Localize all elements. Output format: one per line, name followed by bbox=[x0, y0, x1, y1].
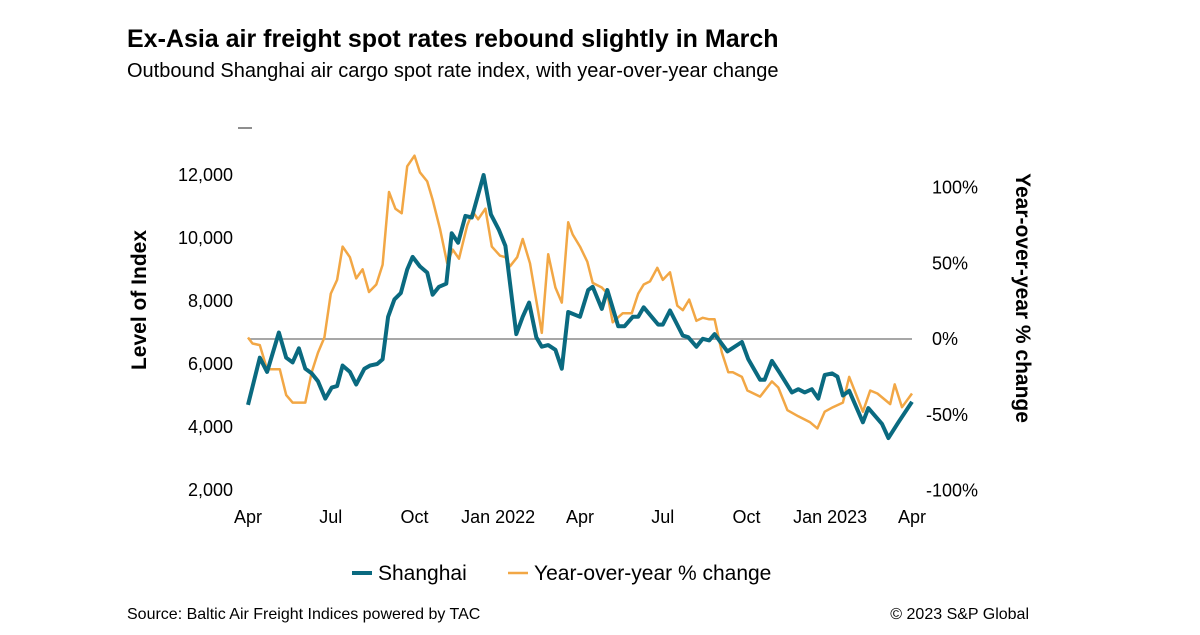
y-tick-label: 10,000 bbox=[178, 228, 233, 248]
x-tick-label: Jan 2023 bbox=[793, 507, 867, 527]
y2-axis-label: Year-over-year % change bbox=[1011, 173, 1034, 423]
y2-tick-label: -100% bbox=[926, 481, 978, 501]
source-note: Source: Baltic Air Freight Indices power… bbox=[127, 606, 480, 623]
series-yoy bbox=[247, 154, 914, 430]
y2-axis-ticks: -100% -50% 0% 50% 100% bbox=[926, 178, 978, 501]
legend-label-yoy: Year-over-year % change bbox=[534, 562, 771, 585]
y-axis-label: Level of Index bbox=[128, 230, 151, 370]
series-shanghai bbox=[246, 173, 914, 440]
y-tick-label: 6,000 bbox=[188, 354, 233, 374]
x-tick-label: Apr bbox=[898, 507, 926, 527]
y2-tick-label: 100% bbox=[932, 178, 978, 198]
y2-tick-label: 0% bbox=[932, 329, 958, 349]
copyright: © 2023 S&P Global bbox=[890, 606, 1029, 623]
x-tick-label: Jul bbox=[319, 507, 342, 527]
x-tick-label: Oct bbox=[732, 507, 760, 527]
x-tick-label: Apr bbox=[234, 507, 262, 527]
y-tick-label: 2,000 bbox=[188, 480, 233, 500]
x-tick-label: Jul bbox=[651, 507, 674, 527]
legend-item-yoy: Year-over-year % change bbox=[508, 562, 771, 585]
y-tick-label: 4,000 bbox=[188, 417, 233, 437]
chart-subtitle: Outbound Shanghai air cargo spot rate in… bbox=[127, 60, 779, 82]
legend-label-shanghai: Shanghai bbox=[378, 562, 467, 585]
x-tick-label: Jan 2022 bbox=[461, 507, 535, 527]
chart-title: Ex-Asia air freight spot rates rebound s… bbox=[127, 25, 779, 53]
y-tick-label: 12,000 bbox=[178, 165, 233, 185]
series-line bbox=[246, 173, 914, 440]
y2-tick-label: 50% bbox=[932, 253, 968, 273]
x-axis-ticks: Apr Jul Oct Jan 2022 Apr Jul Oct Jan 2023 Apr bbox=[234, 507, 926, 527]
x-tick-label: Apr bbox=[566, 507, 594, 527]
legend-item-shanghai: Shanghai bbox=[352, 562, 467, 585]
legend: Shanghai Year-over-year % change bbox=[352, 562, 771, 585]
y-tick-label: 8,000 bbox=[188, 291, 233, 311]
series-line bbox=[247, 154, 914, 430]
y-axis-ticks: 2,000 4,000 6,000 8,000 10,000 12,000 bbox=[178, 165, 233, 500]
y2-tick-label: -50% bbox=[926, 405, 968, 425]
x-tick-label: Oct bbox=[400, 507, 428, 527]
series-group bbox=[246, 154, 914, 440]
